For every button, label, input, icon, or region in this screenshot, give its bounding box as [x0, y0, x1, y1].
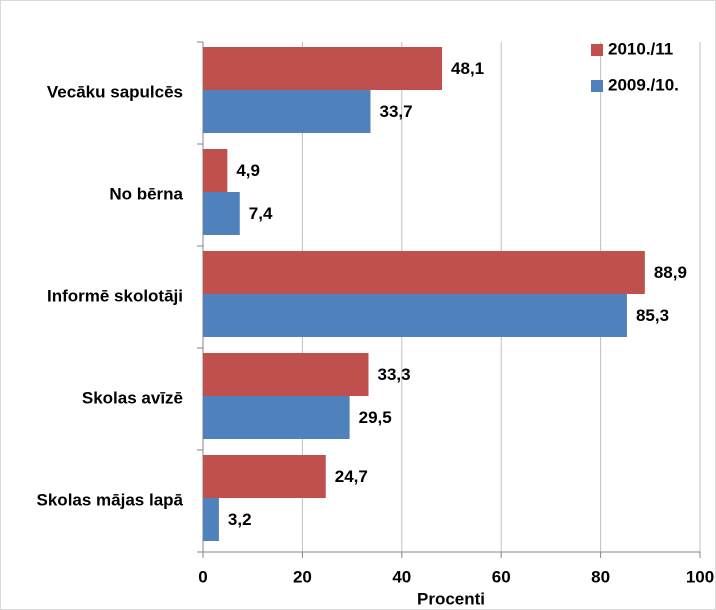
bar — [203, 90, 371, 133]
x-tick-label: 20 — [293, 567, 312, 586]
bar — [203, 149, 228, 192]
x-axis-label: Procenti — [417, 589, 485, 608]
legend-swatch — [591, 44, 603, 56]
x-tick-label: 80 — [591, 567, 610, 586]
legend-swatch — [591, 80, 603, 92]
bar — [203, 192, 240, 235]
value-label: 33,7 — [379, 102, 412, 121]
y-tick-label: Skolas avīzē — [82, 388, 183, 407]
value-label: 4,9 — [236, 161, 260, 180]
value-label: 48,1 — [451, 59, 484, 78]
y-tick-label: Vecāku sapulcēs — [47, 82, 183, 101]
value-label: 85,3 — [636, 306, 669, 325]
legend-label: 2010./11 — [608, 39, 673, 58]
bar — [203, 294, 627, 337]
value-label: 29,5 — [359, 408, 392, 427]
y-tick-label: No bērna — [109, 184, 183, 203]
value-label: 33,3 — [378, 365, 411, 384]
bar — [203, 498, 219, 541]
value-label: 88,9 — [654, 263, 687, 282]
value-label: 24,7 — [335, 467, 368, 486]
y-tick-label: Informē skolotāji — [47, 286, 183, 305]
bar — [203, 396, 350, 439]
x-tick-label: 40 — [392, 567, 411, 586]
legend-label: 2009./10. — [608, 75, 679, 94]
x-tick-label: 0 — [198, 567, 207, 586]
bar — [203, 47, 443, 90]
x-tick-label: 60 — [492, 567, 511, 586]
y-tick-label: Skolas mājas lapā — [37, 490, 184, 509]
value-label: 7,4 — [249, 204, 273, 223]
x-tick-label: 100 — [686, 567, 714, 586]
bar — [203, 353, 369, 396]
bar — [203, 251, 645, 294]
bar — [203, 455, 326, 498]
value-label: 3,2 — [228, 510, 252, 529]
